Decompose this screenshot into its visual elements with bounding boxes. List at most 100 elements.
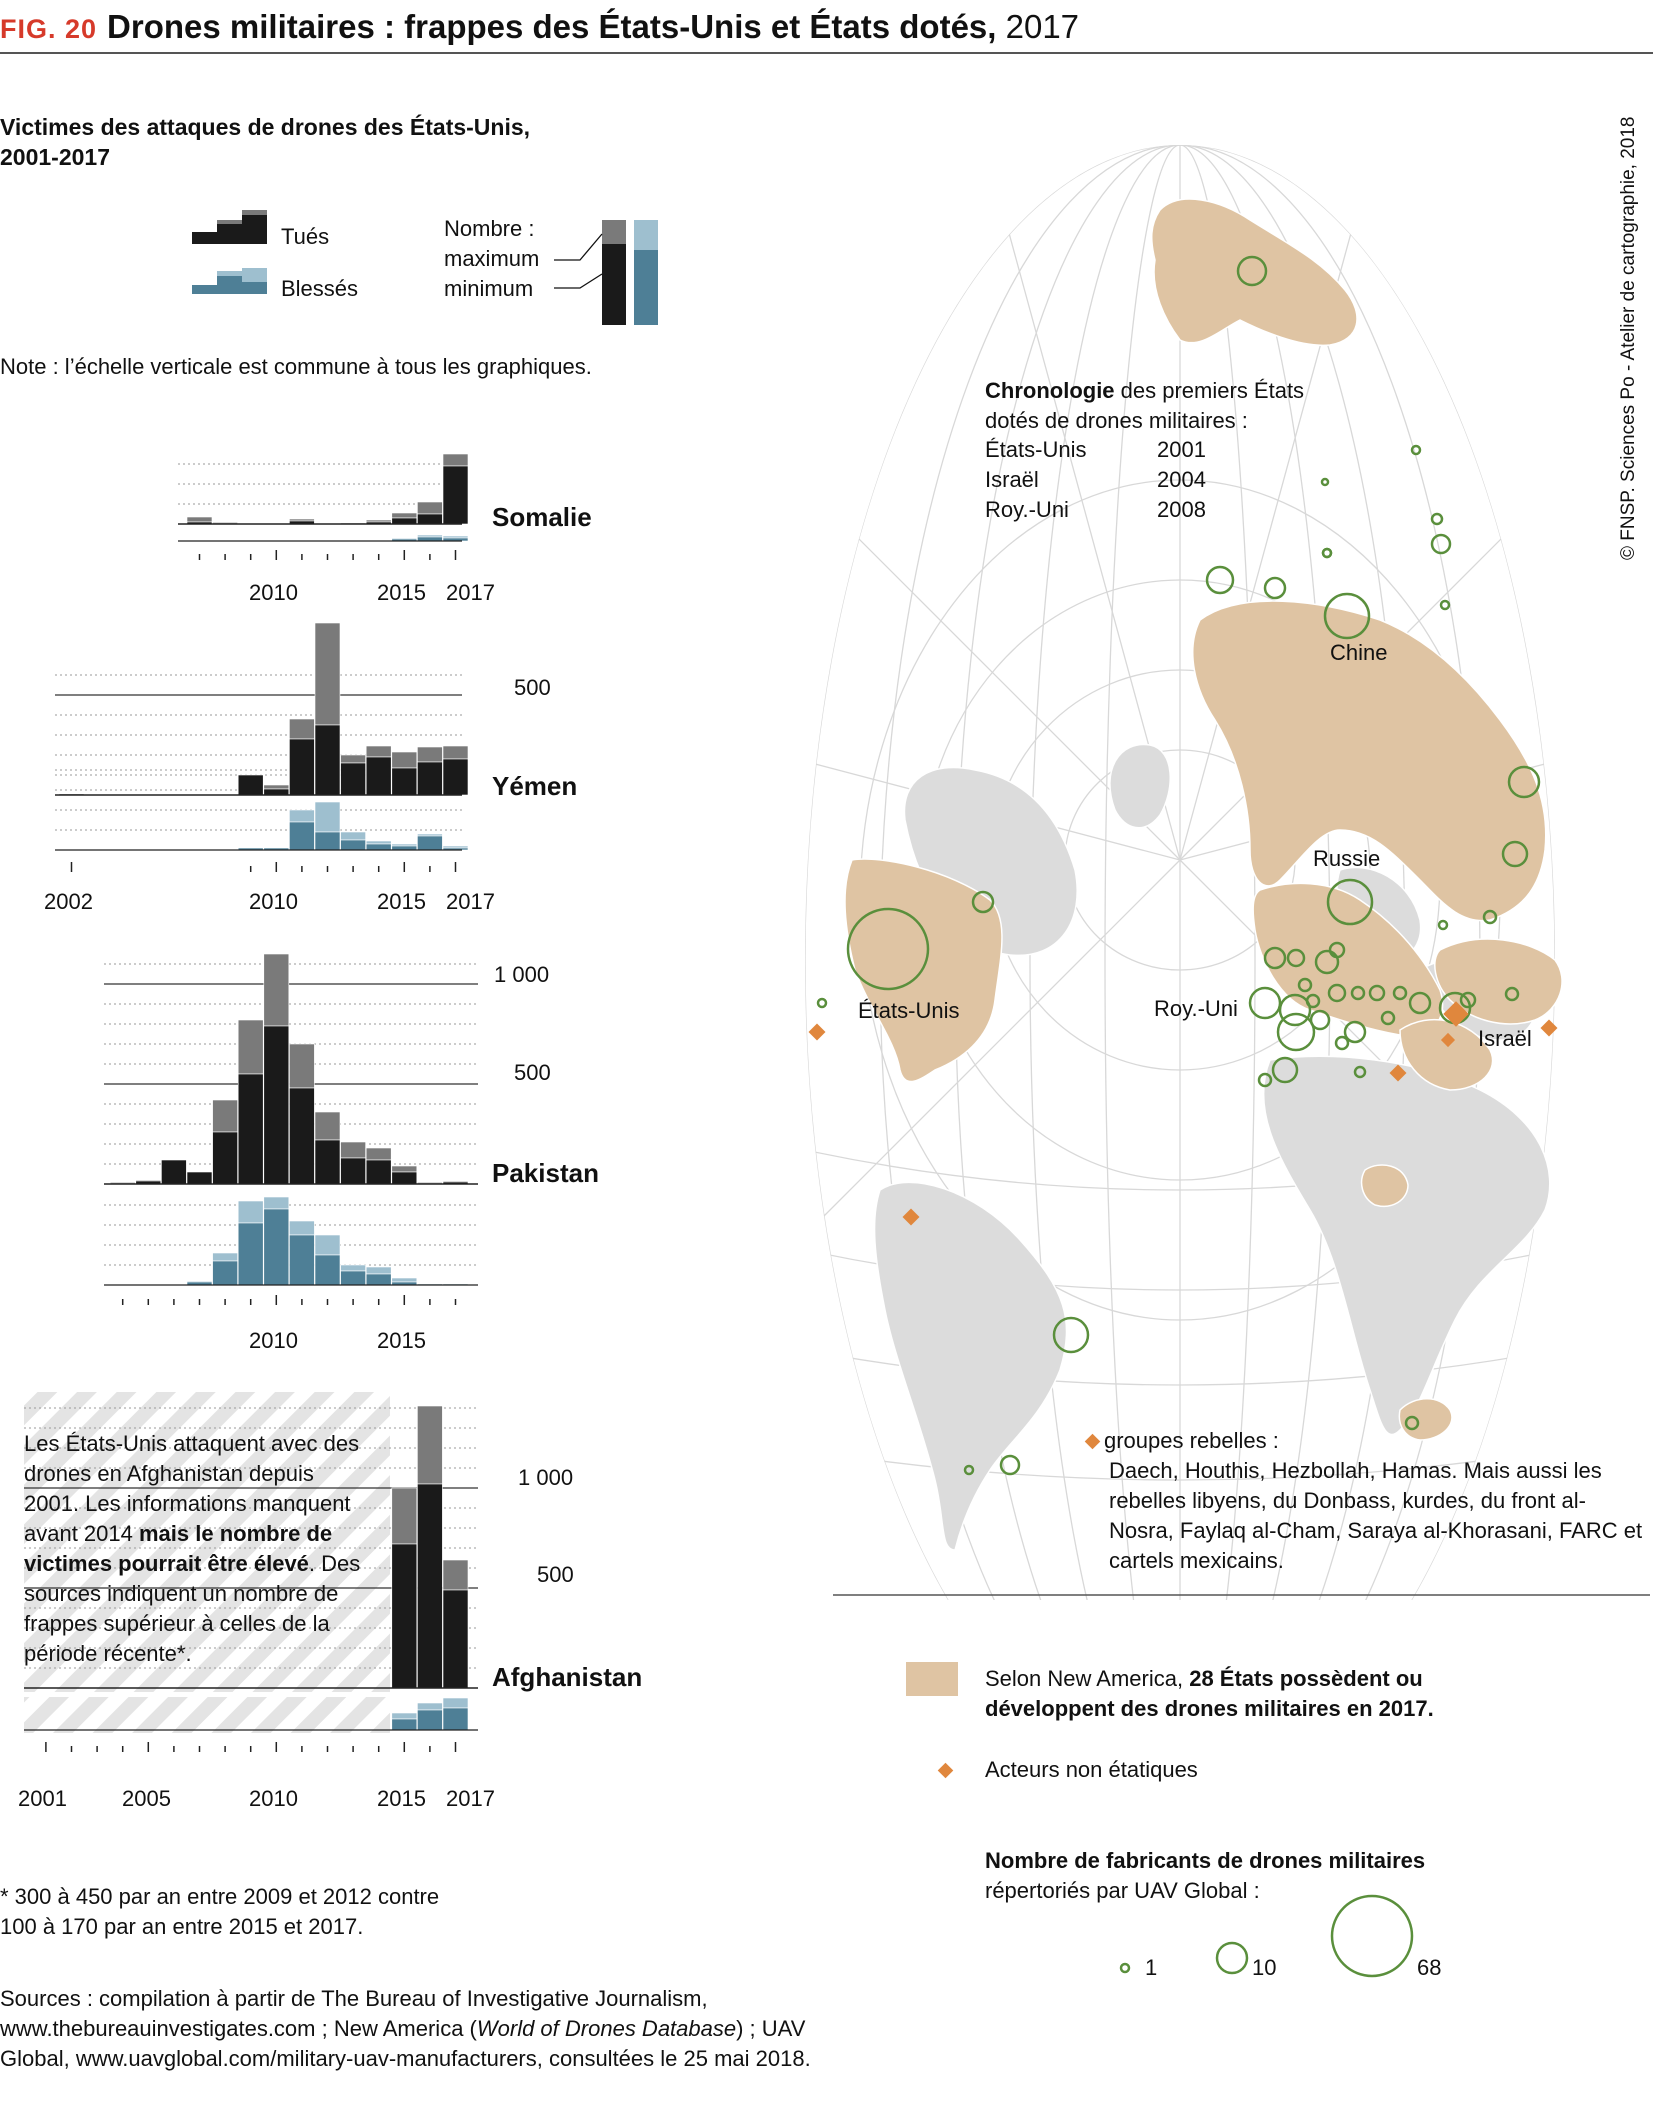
afghanistan-injured-min-bar bbox=[391, 1718, 418, 1731]
yemen-killed-min-bar bbox=[442, 758, 469, 796]
legend-range-bars bbox=[554, 220, 658, 325]
yemen-x-tick-2017: 2017 bbox=[446, 889, 495, 914]
manufacturer-circle bbox=[1504, 986, 1520, 1002]
somalie-x-tick-2010: 2010 bbox=[249, 580, 298, 605]
rebels-body: Daech, Houthis, Hezbollah, Hamas. Mais a… bbox=[1109, 1458, 1643, 1573]
manufacturer-circle bbox=[1507, 765, 1541, 799]
pakistan-killed-max-bar bbox=[365, 1147, 392, 1161]
legend-max-label: maximum bbox=[444, 246, 540, 271]
pakistan-killed-max-bar bbox=[391, 1165, 418, 1173]
rebel-diamond bbox=[902, 1208, 920, 1226]
pakistan-killed-min-bar bbox=[365, 1159, 392, 1185]
legend-killed-label: Tués bbox=[281, 224, 330, 249]
afghanistan-missing-data-hatch-injured bbox=[24, 1697, 390, 1733]
afghanistan-x-tick-2001: 2001 bbox=[18, 1786, 67, 1811]
yemen-x-tick-2015: 2015 bbox=[377, 889, 426, 914]
afghanistan-x-tick-2010: 2010 bbox=[249, 1786, 298, 1811]
manufacturer-circle bbox=[1410, 444, 1422, 456]
manufacturer-circle bbox=[1404, 1415, 1420, 1431]
pakistan-y-tick-1000: 1 000 bbox=[494, 962, 550, 987]
afghanistan-injured-min-bar bbox=[442, 1707, 469, 1731]
manufacturer-circle bbox=[1248, 986, 1282, 1020]
makers-size-legend bbox=[1119, 1894, 1414, 1978]
afghanistan-note: Les États-Unis attaquent avec des drones… bbox=[24, 1429, 374, 1669]
legend-injured-swatch bbox=[192, 268, 267, 294]
afghanistan-y-tick-1000: 1 000 bbox=[518, 1465, 574, 1490]
manufacturer-circle bbox=[1327, 983, 1347, 1003]
afghanistan-x-tick-2005: 2005 bbox=[122, 1786, 171, 1811]
yemen-killed-max-bar bbox=[340, 754, 366, 764]
chronology-heading: Chronologie des premiers États dotés de … bbox=[985, 376, 1345, 436]
size-label-10: 10 bbox=[1252, 1955, 1277, 1980]
rebels-head: groupes rebelles : bbox=[1104, 1428, 1279, 1453]
sources-part2: ) ; UAV Global, www.uavglobal.com/milita… bbox=[0, 2016, 811, 2071]
afghanistan-killed-max-bar bbox=[442, 1559, 469, 1591]
size-circle-10 bbox=[1215, 1941, 1249, 1975]
yemen-killed-max-bar bbox=[365, 745, 392, 758]
somalie-x-tick-2015: 2015 bbox=[377, 580, 426, 605]
pakistan-injured-max-bar bbox=[314, 1234, 341, 1256]
manufacturer-circle bbox=[1350, 985, 1366, 1001]
map-label-israel: Israël bbox=[1478, 1026, 1532, 1051]
somalie-killed-max-bar bbox=[417, 501, 443, 515]
afghanistan-note-part1: Les États-Unis attaquent avec des drones… bbox=[24, 1431, 360, 1546]
manufacturer-circle bbox=[1439, 599, 1451, 611]
map-label-russia: Russie bbox=[1313, 846, 1381, 871]
manufacturer-circle bbox=[1263, 576, 1287, 600]
size-circle-1 bbox=[1119, 1962, 1131, 1974]
pakistan-killed-max-bar bbox=[237, 1019, 264, 1075]
pakistan-killed-min-bar bbox=[289, 1087, 315, 1185]
pakistan-killed-min-bar bbox=[314, 1139, 341, 1185]
pakistan-killed-max-bar bbox=[314, 1111, 341, 1141]
yemen-x-tick-2002: 2002 bbox=[44, 889, 93, 914]
map-label-uk: Roy.-Uni bbox=[1154, 996, 1238, 1021]
somalie-killed-min-bar bbox=[417, 513, 443, 525]
chronology-row: Israël bbox=[985, 467, 1039, 492]
manufacturer-circle bbox=[1380, 1010, 1396, 1026]
afghanistan-killed-min-bar bbox=[417, 1483, 443, 1689]
owner-text-bold: 28 États possèdent ou développent des dr… bbox=[985, 1666, 1434, 1721]
country-label-afghanistan: Afghanistan bbox=[492, 1662, 643, 1692]
manufacturer-circle bbox=[816, 997, 828, 1009]
manufacturer-circle bbox=[963, 1464, 975, 1476]
country-label-yemen: Yémen bbox=[492, 771, 578, 801]
state-iran-region bbox=[1434, 938, 1563, 1025]
manufacturer-circle bbox=[1328, 941, 1346, 959]
yemen-killed-min-bar bbox=[340, 762, 366, 796]
pakistan-killed-max-bar bbox=[289, 1043, 315, 1089]
yemen-killed-max-bar bbox=[391, 751, 418, 769]
pakistan-injured-max-bar bbox=[263, 1196, 290, 1210]
victims-charts bbox=[24, 453, 478, 1752]
somalie-killed-max-bar bbox=[391, 512, 418, 519]
land-masses bbox=[873, 743, 1551, 1551]
manufacturer-circle bbox=[999, 1454, 1021, 1476]
chronology-bold: Chronologie bbox=[985, 378, 1115, 403]
manufacturer-circles bbox=[816, 255, 1541, 1476]
yemen-killed-min-bar bbox=[417, 761, 443, 796]
yemen-killed-max-bar bbox=[442, 745, 469, 760]
pakistan-killed-min-bar bbox=[391, 1171, 418, 1185]
chronology-row: Roy.-Uni bbox=[985, 497, 1069, 522]
afghanistan-note-bold: mais le nombre de victimes pourrait être… bbox=[24, 1521, 333, 1576]
pakistan-injured-min-bar bbox=[289, 1234, 315, 1286]
pakistan-x-tick-2015: 2015 bbox=[377, 1328, 426, 1353]
size-circle-68 bbox=[1330, 1894, 1414, 1978]
afghanistan-killed-max-bar bbox=[391, 1487, 418, 1545]
yemen-killed-min-bar bbox=[314, 724, 341, 796]
yemen-killed-min-bar bbox=[263, 788, 290, 796]
manufacturer-circle bbox=[1305, 993, 1321, 1009]
figure-number: FIG. 20 bbox=[0, 14, 98, 44]
manufacturer-circle bbox=[1368, 984, 1386, 1002]
manufacturer-circle bbox=[1314, 949, 1340, 975]
pakistan-injured-min-bar bbox=[212, 1260, 238, 1286]
title-text: Drones militaires : frappes des États-Un… bbox=[107, 8, 997, 45]
legend-injured-label: Blessés bbox=[281, 276, 359, 301]
manufacturer-circle bbox=[846, 907, 930, 991]
manufacturer-circle bbox=[1276, 1012, 1316, 1052]
somalie-x-tick-2017: 2017 bbox=[446, 580, 495, 605]
africa bbox=[1262, 1055, 1551, 1436]
pakistan-injured-min-bar bbox=[263, 1208, 290, 1286]
manufacturer-circle bbox=[1263, 946, 1287, 970]
rebels-note: groupes rebelles : Daech, Houthis, Hezbo… bbox=[1084, 1426, 1649, 1576]
manufacturer-circle bbox=[1052, 1316, 1090, 1354]
